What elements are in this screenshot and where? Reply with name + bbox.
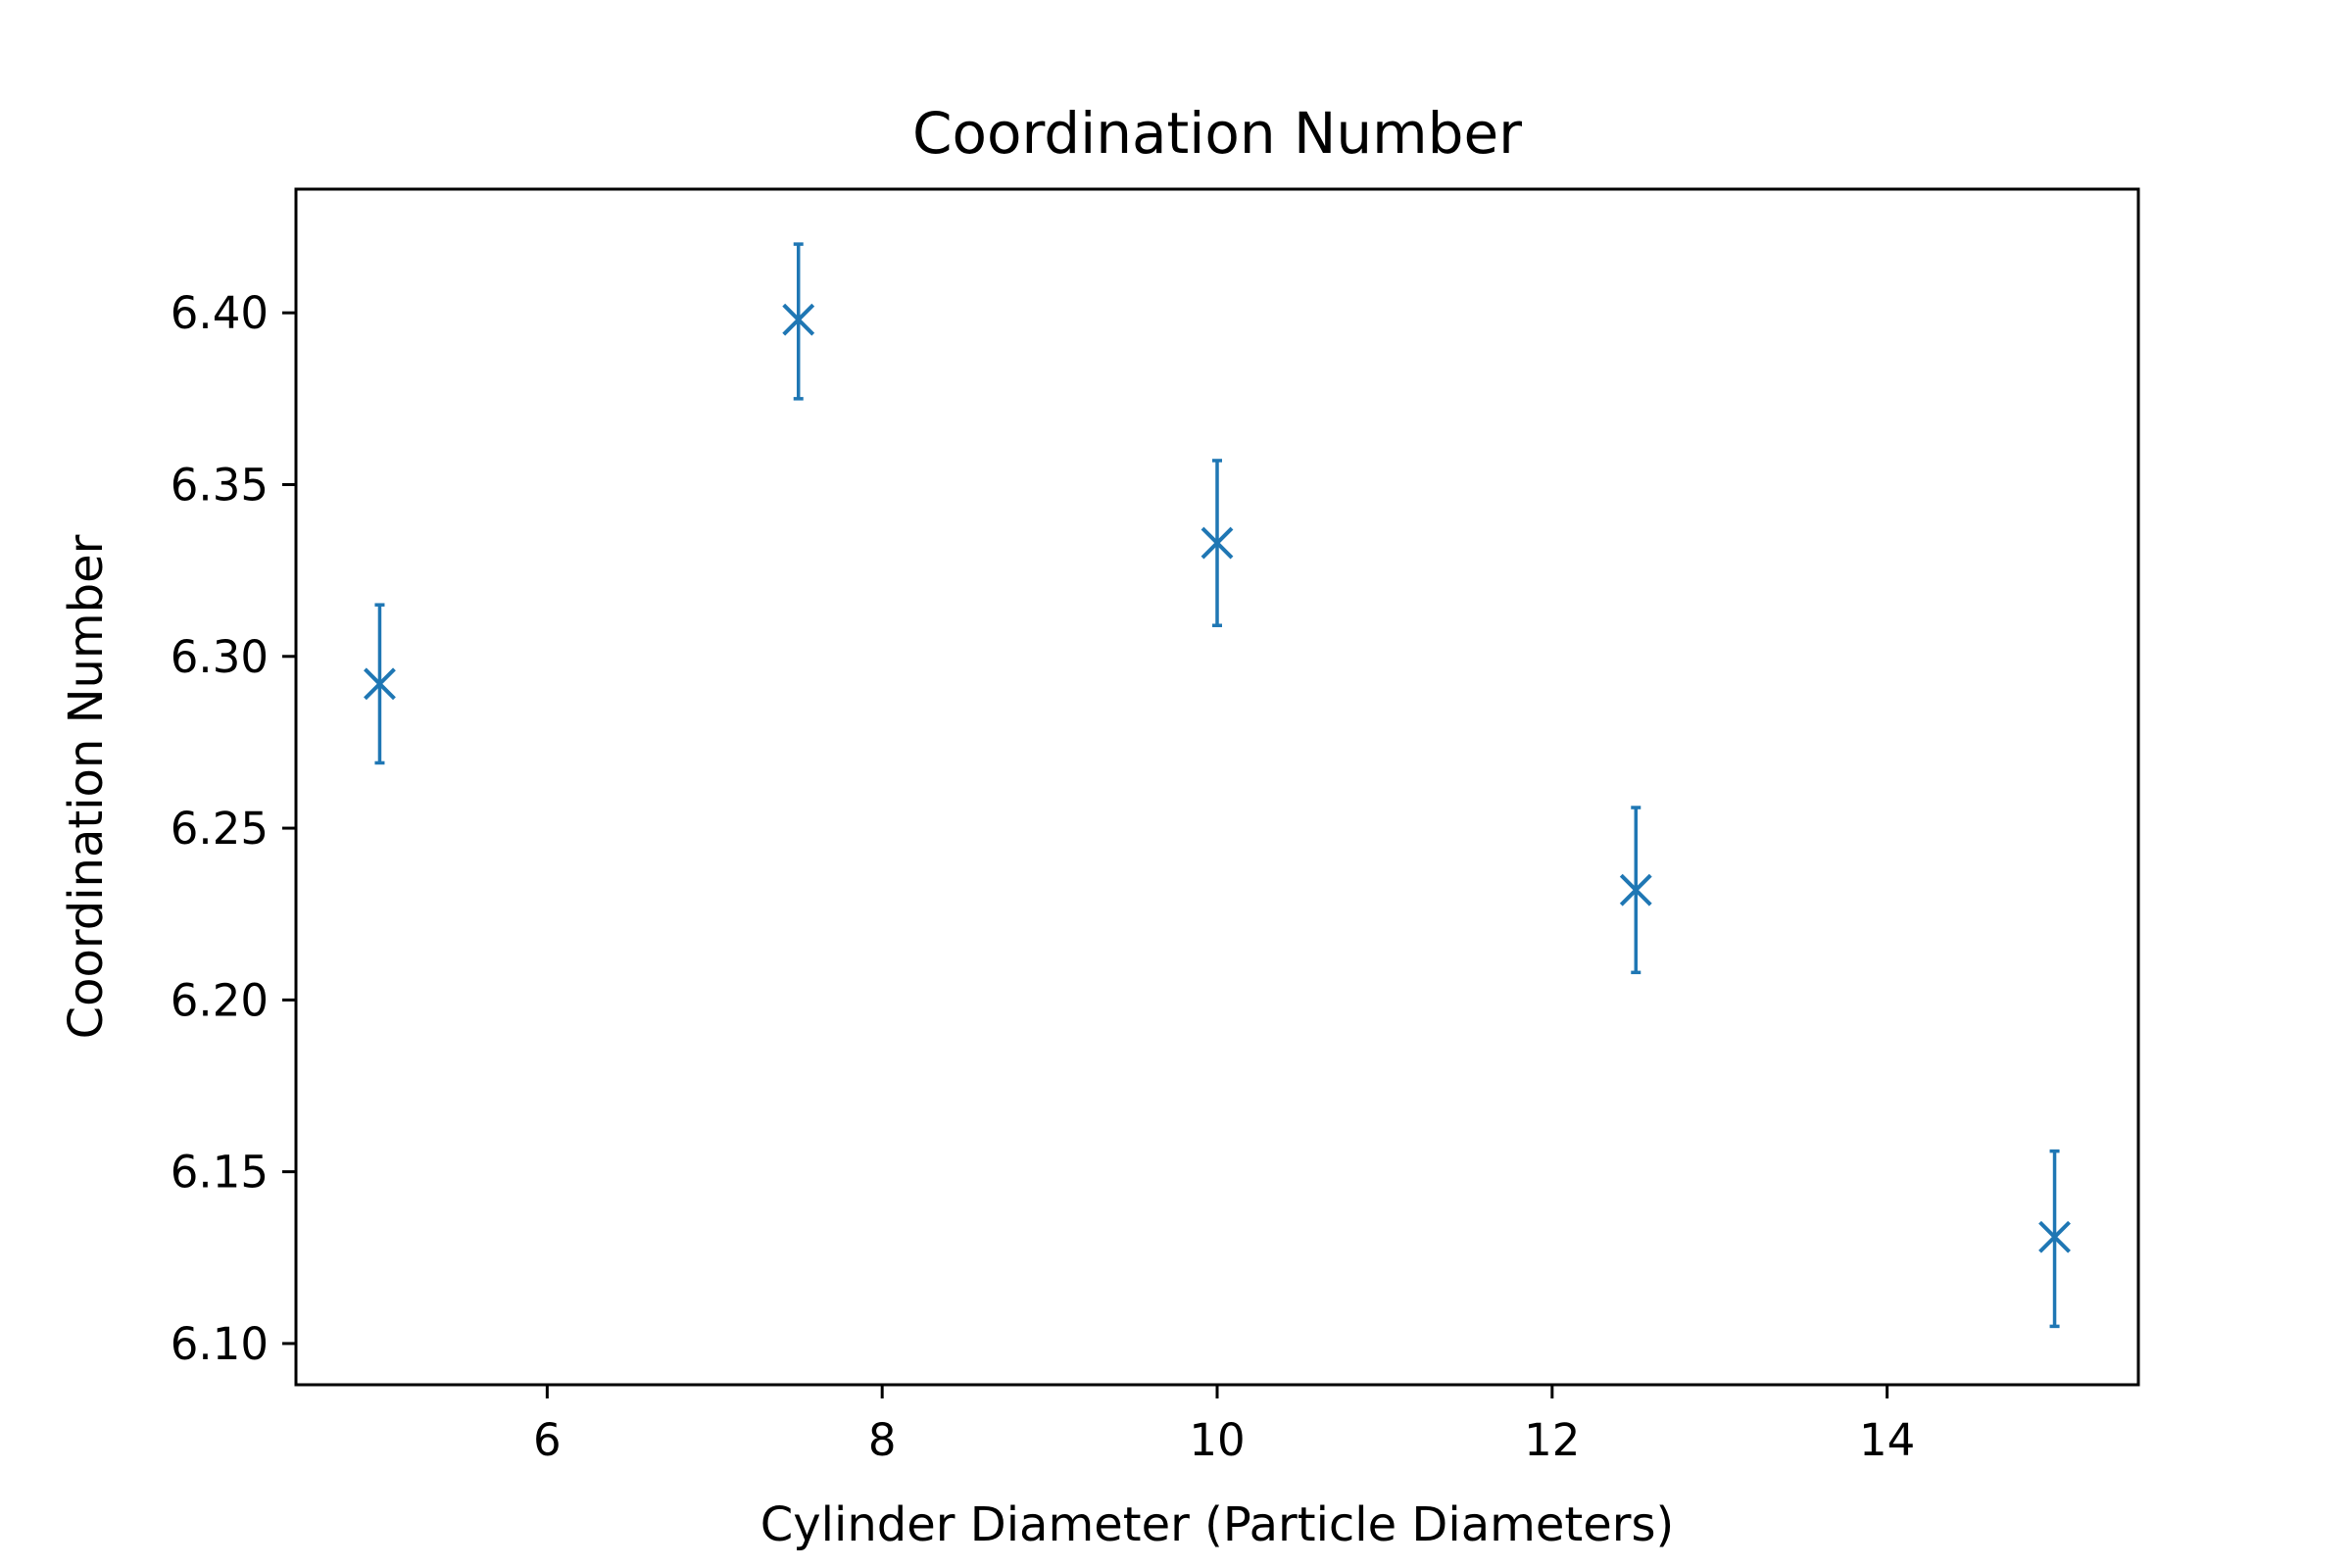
x-tick-label: 12 <box>1524 1414 1580 1466</box>
plot-area <box>364 242 2071 1329</box>
x-tick-label: 10 <box>1189 1414 1245 1466</box>
data-point-marker <box>782 303 815 336</box>
chart-title: Coordination Number <box>912 100 1522 167</box>
x-axis-label: Cylinder Diameter (Particle Diameters) <box>760 1497 1675 1552</box>
data-point-group <box>1619 806 1652 975</box>
data-point-group <box>364 603 396 765</box>
x-tick-label: 14 <box>1859 1414 1915 1466</box>
data-point-marker <box>1619 873 1652 906</box>
y-tick-label: 6.15 <box>171 1147 269 1199</box>
y-tick-label: 6.25 <box>171 803 269 855</box>
y-tick-label: 6.30 <box>171 631 269 683</box>
x-tick-label: 6 <box>533 1414 562 1466</box>
y-tick-label: 6.10 <box>171 1318 269 1370</box>
data-point-marker <box>1200 526 1234 560</box>
data-point-marker <box>364 667 396 701</box>
y-tick-label: 6.35 <box>171 459 269 511</box>
data-point-marker <box>2038 1220 2071 1253</box>
y-tick-label: 6.40 <box>171 287 269 339</box>
axes-frame <box>294 187 2140 1387</box>
y-tick-label: 6.20 <box>171 974 269 1026</box>
data-point-group <box>2038 1149 2071 1329</box>
x-tick-label: 8 <box>868 1414 897 1466</box>
data-point-group <box>1200 459 1234 627</box>
data-point-group <box>782 242 815 401</box>
axis-ticks: 6 8 10 12 14 6.10 6.15 6.20 6.25 6.30 6.35 6.40 <box>171 287 1915 1466</box>
y-axis-label: Coordination Number <box>59 534 114 1039</box>
